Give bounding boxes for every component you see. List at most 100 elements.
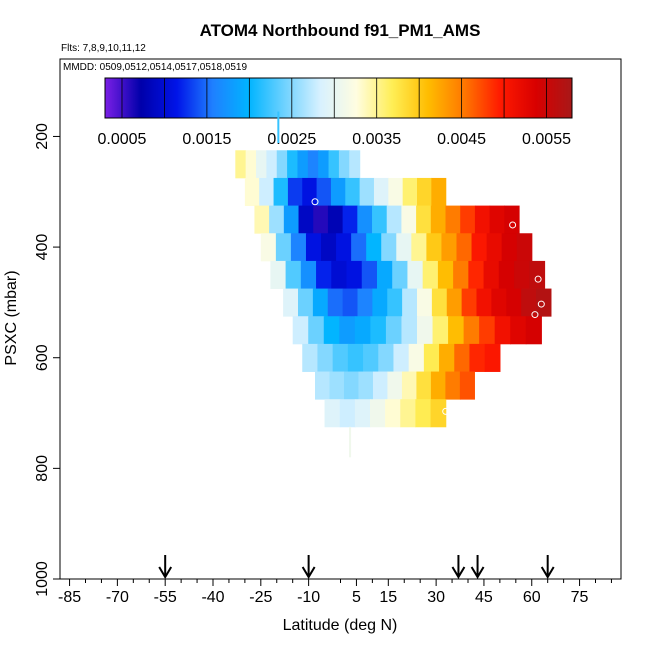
heatmap-cell xyxy=(494,316,511,345)
heatmap-cell xyxy=(256,150,267,179)
arrow-head xyxy=(540,566,555,579)
heatmap-cell xyxy=(285,260,302,289)
heatmap-cell xyxy=(245,150,257,179)
x-tick-label: 15 xyxy=(379,589,397,606)
heatmap-cell xyxy=(416,205,432,234)
heatmap-cell xyxy=(283,288,299,317)
y-tick-label: 400 xyxy=(34,234,51,261)
heatmap-spike xyxy=(349,426,352,458)
heatmap-cell xyxy=(393,343,410,372)
heatmap-cell xyxy=(439,343,455,372)
heatmap-cell xyxy=(328,150,340,179)
heatmap-cell xyxy=(283,205,300,234)
colorbar-tick-label: 0.0035 xyxy=(352,131,401,148)
heatmap-cell xyxy=(345,177,361,206)
y-tick-label: 200 xyxy=(34,123,51,150)
heatmap-cell xyxy=(372,288,388,317)
colorbar-tick-label: 0.0025 xyxy=(267,131,316,148)
heatmap-cell xyxy=(411,233,427,262)
heatmap-cell xyxy=(388,177,404,206)
heatmap-cell xyxy=(312,288,329,317)
heatmap-cell xyxy=(385,316,403,345)
heatmap-cell xyxy=(416,371,432,400)
marker-circle xyxy=(537,300,545,308)
heatmap-cell xyxy=(400,399,417,428)
y-tick-label: 600 xyxy=(34,344,51,371)
heatmap-cell xyxy=(273,177,289,206)
heatmap-cell xyxy=(401,316,418,345)
x-tick-label: 5 xyxy=(352,589,361,606)
heatmap-cell xyxy=(432,316,449,345)
heatmap-cell xyxy=(338,150,350,179)
heatmap-cell xyxy=(415,399,432,428)
heatmap-cell xyxy=(471,233,488,262)
heatmap-cell xyxy=(402,288,418,317)
heatmap-cell xyxy=(401,205,417,234)
heatmap-cell xyxy=(327,205,344,234)
heatmap-cell xyxy=(430,205,447,234)
heatmap-cell xyxy=(385,399,401,428)
chart-title: ATOM4 Northbound f91_PM1_AMS xyxy=(200,21,481,40)
flight-arrows xyxy=(158,555,555,579)
marker-circle xyxy=(509,221,517,229)
heatmap-cell xyxy=(378,343,395,372)
marker-circle xyxy=(442,407,450,415)
heatmap-cell xyxy=(430,399,447,428)
x-tick-label: -40 xyxy=(201,589,224,606)
x-tick-label: -85 xyxy=(58,589,81,606)
heatmap-cell xyxy=(316,177,332,206)
heatmap-cell xyxy=(407,260,424,289)
heatmap-cell xyxy=(332,343,349,372)
dates-label: MMDD: 0509,0512,0514,0517,0518,0519 xyxy=(63,62,247,73)
heatmap-cell xyxy=(387,288,403,317)
heatmap-cell xyxy=(339,316,356,345)
heatmap-cell xyxy=(300,260,317,289)
heatmap-cell xyxy=(469,343,486,372)
heatmap-cell xyxy=(372,205,388,234)
heatmap-cell xyxy=(342,205,358,234)
heatmap-cell xyxy=(342,288,359,317)
heatmap-cell xyxy=(287,177,303,206)
heatmap-cell xyxy=(422,260,439,289)
heatmap-cell xyxy=(369,399,386,428)
heatmap-cell xyxy=(510,316,527,345)
heatmap-cell xyxy=(359,177,375,206)
y-tick-label: 1000 xyxy=(34,561,51,597)
heatmap-cell xyxy=(297,150,309,179)
x-tick-label: -25 xyxy=(249,589,272,606)
x-tick-label: -70 xyxy=(106,589,129,606)
heatmap-cell xyxy=(402,177,418,206)
heatmap-cell xyxy=(323,316,340,345)
heatmap-cell xyxy=(354,316,371,345)
heatmap-cell xyxy=(287,150,299,179)
heatmap-cell xyxy=(453,260,469,289)
heatmap-cell xyxy=(437,260,454,289)
arrow-head xyxy=(158,566,173,579)
heatmap-cell xyxy=(417,316,434,345)
heatmap-cell xyxy=(479,316,496,345)
heatmap-cells xyxy=(235,111,552,458)
heatmap-cell xyxy=(448,316,465,345)
x-tick-label: -55 xyxy=(154,589,177,606)
heatmap-cell xyxy=(349,150,361,179)
heatmap-cell xyxy=(392,260,409,289)
x-tick-label: 45 xyxy=(475,589,493,606)
heatmap-cell xyxy=(456,233,473,262)
heatmap-cell xyxy=(351,233,367,262)
heatmap-cell xyxy=(501,233,518,262)
heatmap-cell xyxy=(426,233,443,262)
heatmap-cell xyxy=(305,233,322,262)
heatmap-cell xyxy=(387,371,403,400)
heatmap-cell xyxy=(489,205,505,234)
heatmap-cell xyxy=(347,343,364,372)
heatmap-cell xyxy=(316,260,332,289)
arrow-head xyxy=(451,566,466,579)
heatmap-cell xyxy=(318,150,330,179)
heatmap-cell xyxy=(408,343,425,372)
heatmap-cell xyxy=(460,205,476,234)
heatmap-cell xyxy=(381,233,397,262)
heatmap-cell xyxy=(431,177,447,206)
heatmap-cell xyxy=(430,371,446,400)
heatmap-cell xyxy=(290,233,307,262)
heatmap-cell xyxy=(298,288,314,317)
